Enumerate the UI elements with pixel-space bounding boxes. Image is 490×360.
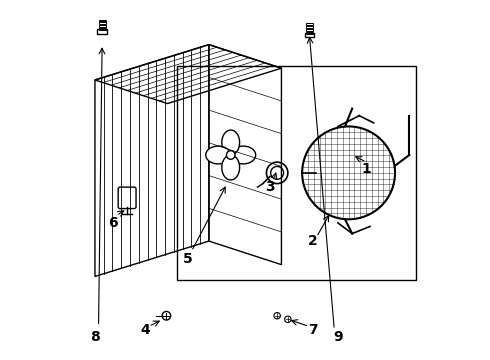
Bar — [98, 28, 106, 30]
Bar — [177, 66, 416, 280]
Text: 6: 6 — [108, 216, 118, 230]
Bar — [306, 32, 313, 33]
Bar — [98, 22, 106, 24]
Polygon shape — [222, 130, 240, 155]
Bar — [306, 29, 313, 31]
Bar — [306, 26, 313, 28]
Circle shape — [226, 151, 235, 159]
Bar — [98, 25, 106, 27]
Bar — [306, 23, 313, 25]
Text: 9: 9 — [333, 330, 343, 344]
Bar — [98, 29, 107, 33]
Bar — [98, 19, 106, 21]
Polygon shape — [206, 146, 231, 164]
Text: 3: 3 — [265, 180, 275, 194]
Text: 4: 4 — [140, 323, 150, 337]
Text: 7: 7 — [308, 323, 318, 337]
Bar — [305, 33, 314, 37]
Text: 1: 1 — [362, 162, 371, 176]
Text: 2: 2 — [308, 234, 318, 248]
Polygon shape — [231, 146, 256, 164]
Text: 5: 5 — [183, 252, 193, 266]
Text: 8: 8 — [90, 330, 100, 344]
Polygon shape — [222, 155, 240, 180]
